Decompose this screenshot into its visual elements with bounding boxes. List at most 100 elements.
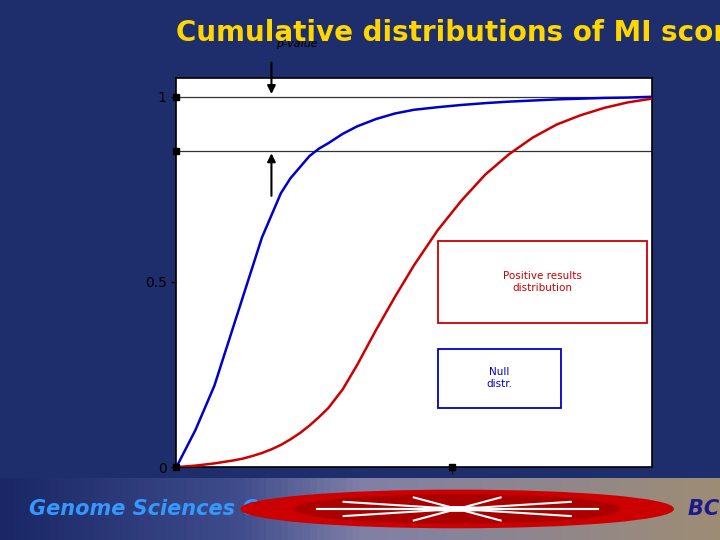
Bar: [490, 478, 497, 540]
FancyBboxPatch shape: [438, 241, 647, 323]
Bar: [101, 478, 108, 540]
Bar: [173, 478, 180, 540]
Bar: [655, 478, 662, 540]
Bar: [410, 478, 418, 540]
Bar: [425, 478, 432, 540]
Bar: [554, 478, 562, 540]
Bar: [360, 478, 367, 540]
Bar: [468, 478, 475, 540]
Bar: [281, 478, 288, 540]
Bar: [662, 478, 670, 540]
Bar: [158, 478, 166, 540]
Bar: [403, 478, 410, 540]
Bar: [202, 478, 209, 540]
Bar: [108, 478, 115, 540]
Bar: [641, 478, 648, 540]
Bar: [562, 478, 569, 540]
Bar: [130, 478, 137, 540]
Bar: [274, 478, 281, 540]
Bar: [418, 478, 425, 540]
Bar: [461, 478, 468, 540]
Bar: [619, 478, 626, 540]
Bar: [583, 478, 590, 540]
Bar: [79, 478, 86, 540]
Bar: [389, 478, 396, 540]
Bar: [590, 478, 598, 540]
Bar: [454, 478, 461, 540]
Bar: [598, 478, 605, 540]
Bar: [626, 478, 634, 540]
Text: Positive results
distribution: Positive results distribution: [503, 271, 582, 293]
Bar: [245, 478, 252, 540]
Bar: [187, 478, 194, 540]
Bar: [14, 478, 22, 540]
Bar: [648, 478, 655, 540]
Bar: [526, 478, 533, 540]
Bar: [706, 478, 713, 540]
Bar: [533, 478, 540, 540]
Bar: [511, 478, 518, 540]
Bar: [338, 478, 346, 540]
Bar: [50, 478, 58, 540]
Bar: [122, 478, 130, 540]
Bar: [252, 478, 259, 540]
Circle shape: [295, 495, 619, 523]
Bar: [547, 478, 554, 540]
Bar: [180, 478, 187, 540]
Bar: [698, 478, 706, 540]
Bar: [540, 478, 547, 540]
Bar: [497, 478, 504, 540]
Bar: [367, 478, 374, 540]
Bar: [713, 478, 720, 540]
Bar: [439, 478, 446, 540]
Bar: [223, 478, 230, 540]
Bar: [295, 478, 302, 540]
Bar: [518, 478, 526, 540]
Bar: [504, 478, 511, 540]
Bar: [346, 478, 353, 540]
Bar: [144, 478, 151, 540]
FancyBboxPatch shape: [438, 349, 562, 408]
Bar: [569, 478, 576, 540]
Bar: [310, 478, 317, 540]
Text: Cumulative distributions of MI scores: Cumulative distributions of MI scores: [176, 19, 720, 47]
Bar: [288, 478, 295, 540]
Circle shape: [431, 507, 483, 511]
Bar: [446, 478, 454, 540]
Bar: [691, 478, 698, 540]
Bar: [324, 478, 331, 540]
Bar: [670, 478, 677, 540]
Text: Genome Sciences Centre: Genome Sciences Centre: [29, 499, 321, 519]
Bar: [43, 478, 50, 540]
Bar: [396, 478, 403, 540]
Text: p-value: p-value: [276, 39, 318, 49]
Bar: [302, 478, 310, 540]
Circle shape: [241, 490, 673, 528]
Bar: [612, 478, 619, 540]
Text: score: score: [661, 494, 698, 508]
Bar: [677, 478, 684, 540]
Bar: [86, 478, 94, 540]
Bar: [22, 478, 29, 540]
Bar: [382, 478, 389, 540]
Bar: [0, 478, 7, 540]
Bar: [209, 478, 216, 540]
Bar: [238, 478, 245, 540]
Bar: [475, 478, 482, 540]
Bar: [94, 478, 101, 540]
Bar: [317, 478, 324, 540]
Text: Null
distr.: Null distr.: [487, 367, 513, 389]
Bar: [230, 478, 238, 540]
Bar: [331, 478, 338, 540]
Bar: [151, 478, 158, 540]
Bar: [432, 478, 439, 540]
Bar: [482, 478, 490, 540]
Text: BC Cancer Agency: BC Cancer Agency: [688, 499, 720, 519]
Bar: [259, 478, 266, 540]
Bar: [576, 478, 583, 540]
Bar: [58, 478, 65, 540]
Bar: [194, 478, 202, 540]
Bar: [353, 478, 360, 540]
Bar: [166, 478, 173, 540]
Bar: [634, 478, 641, 540]
